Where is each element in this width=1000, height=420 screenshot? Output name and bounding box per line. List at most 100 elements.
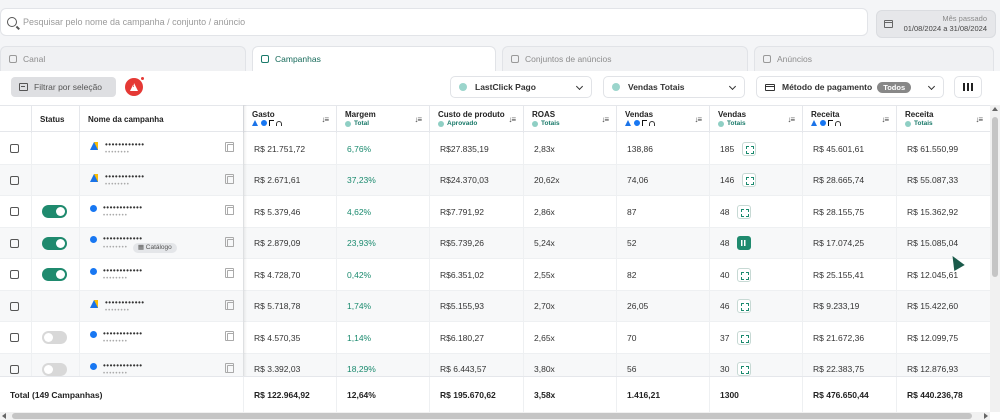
header-vendas[interactable]: Vendas ↓≡ [617,106,710,133]
sales-icon [612,83,620,91]
campaign-name[interactable]: •••••••••••• [103,360,143,370]
copy-icon[interactable] [225,173,234,184]
campaign-name[interactable]: •••••••••••• [105,297,145,307]
copy-icon[interactable] [225,331,234,341]
sales-detail-icon[interactable] [742,173,757,188]
header-gasto[interactable]: Gasto ↓≡ [244,106,337,133]
status-toggle[interactable] [42,268,67,282]
sort-icon[interactable]: ↓≡ [414,115,422,124]
table-row[interactable]: •••••••••••• •••••••• ▦ Catálogo R$ 2.879,0… [0,227,990,259]
google-ads-icon [625,120,632,126]
facebook-icon [90,362,97,370]
campaign-name[interactable]: •••••••••••• [105,171,145,181]
sort-icon[interactable]: ↓≡ [694,115,702,124]
table-row[interactable]: •••••••••••• •••••••• R$ 2.671,61 37,23% R$2… [0,164,990,196]
tab-canal[interactable]: Canal [0,46,246,71]
table-row[interactable]: •••••••••••• •••••••• R$ 5.379,46 4,62% R$7.… [0,196,990,228]
cell-custo: R$5.155,93 [430,290,524,322]
filter-selection-button[interactable]: Filtrar por seleção [11,77,116,97]
status-toggle[interactable] [42,236,67,250]
copy-icon[interactable] [225,236,234,247]
scroll-thumb[interactable] [12,413,972,419]
cell-receita1: R$ 9.233,19 [803,290,897,322]
header-vendas-totais[interactable]: Vendas Totais ↓≡ [710,106,803,133]
copy-icon[interactable] [225,362,234,373]
row-checkbox[interactable] [10,144,19,154]
cell-receita1: R$ 28.665,74 [803,164,897,196]
header-margem[interactable]: Margem Total ↓≡ [337,106,430,133]
sales-detail-icon[interactable] [737,236,752,251]
sort-icon[interactable]: ↓≡ [508,115,516,124]
table-row[interactable]: •••••••••••• •••••••• R$ 5.718,78 1,74% R$5.… [0,290,990,322]
sales-dropdown[interactable]: Vendas Totais [603,76,745,98]
horizontal-scrollbar[interactable] [0,412,990,420]
columns-button[interactable] [954,76,982,98]
campaign-name[interactable]: •••••••••••• [103,329,143,339]
row-checkbox[interactable] [10,270,19,280]
sales-detail-icon[interactable] [742,141,757,156]
header-roas[interactable]: ROAS Totais ↓≡ [524,106,617,133]
sales-detail-icon[interactable] [737,299,752,314]
sort-icon[interactable]: ↓≡ [787,115,795,124]
cell-vendas2: 46 [710,290,803,322]
header-receita-totais[interactable]: Receita Totais ↓≡ [905,110,983,127]
totals-gasto: R$ 122.964,92 [244,377,337,413]
payment-method-dropdown[interactable]: Método de pagamento Todos [756,76,944,98]
scroll-right-icon[interactable] [984,413,988,419]
row-checkbox[interactable] [10,364,19,374]
header-custo[interactable]: Custo de produto Aprovado ↓≡ [430,106,524,133]
row-checkbox[interactable] [10,333,19,343]
row-checkbox[interactable] [10,207,19,217]
table-row[interactable]: •••••••••••• •••••••• R$ 21.751,72 6,76% R$2… [0,133,990,165]
row-checkbox[interactable] [10,238,19,248]
totals-row: Total (149 Campanhas) R$ 122.964,92 12,6… [0,376,990,413]
header-name[interactable]: Nome da campanha [80,106,244,133]
sort-icon[interactable]: ↓≡ [975,115,983,124]
cell-gasto: R$ 2.879,09 [244,227,337,259]
cell-margem: 1,74% [337,290,430,322]
copy-icon[interactable] [225,142,234,152]
table-row[interactable]: •••••••••••• •••••••• R$ 4.570,35 1,14% R$6.… [0,322,990,354]
campaign-name[interactable]: •••••••••••• [105,140,145,150]
copy-icon[interactable] [225,268,234,278]
row-checkbox[interactable] [10,301,19,311]
sort-icon[interactable]: ↓≡ [321,115,329,124]
campaign-name[interactable]: •••••••••••• [103,233,143,243]
copy-icon[interactable] [225,299,234,310]
date-range-picker[interactable]: Mês passado 01/08/2024 a 31/08/2024 [876,10,996,38]
copy-icon[interactable] [225,205,234,215]
tab-anuncios[interactable]: Anúncios [754,46,994,71]
cell-vendas2: 48 [710,227,803,259]
tab-label: Anúncios [777,54,812,64]
header-status[interactable]: Status [32,106,80,133]
cell-gasto: R$ 21.751,72 [244,133,337,165]
status-toggle[interactable] [42,205,67,219]
campaign-name[interactable]: •••••••••••• [103,203,143,213]
sales-detail-icon[interactable] [737,330,752,345]
tab-campanhas[interactable]: Campanhas [252,46,496,71]
status-toggle[interactable] [42,331,67,345]
sales-detail-icon[interactable] [737,267,752,282]
tab-conjuntos[interactable]: Conjuntos de anúncios [502,46,748,71]
sort-icon[interactable]: ↓≡ [601,115,609,124]
status-toggle[interactable] [42,362,67,376]
campaign-name[interactable]: •••••••••••• [103,266,143,276]
adset-icon [511,55,519,63]
sort-icon[interactable]: ↓≡ [881,115,889,124]
filter-icon [19,83,28,91]
scroll-left-icon[interactable] [2,413,6,419]
sales-detail-icon[interactable] [737,362,752,377]
table-row[interactable]: •••••••••••• •••••••• R$ 4.728,70 0,42% R$6.… [0,259,990,291]
cell-vendas2: 146 [710,164,803,196]
search-input[interactable] [23,17,823,27]
row-checkbox[interactable] [10,175,19,185]
header-receita[interactable]: Receita ↓≡ [803,106,897,133]
alert-button[interactable]: ! [125,76,145,96]
sales-detail-icon[interactable] [737,204,752,219]
attribution-dropdown[interactable]: LastClick Pago [450,76,592,98]
vertical-scrollbar[interactable] [990,105,1000,412]
cell-receita2: R$ 61.550,99 [907,143,959,154]
status-cell [32,259,80,291]
scroll-thumb[interactable] [992,117,998,277]
scroll-up-icon[interactable] [992,107,998,111]
